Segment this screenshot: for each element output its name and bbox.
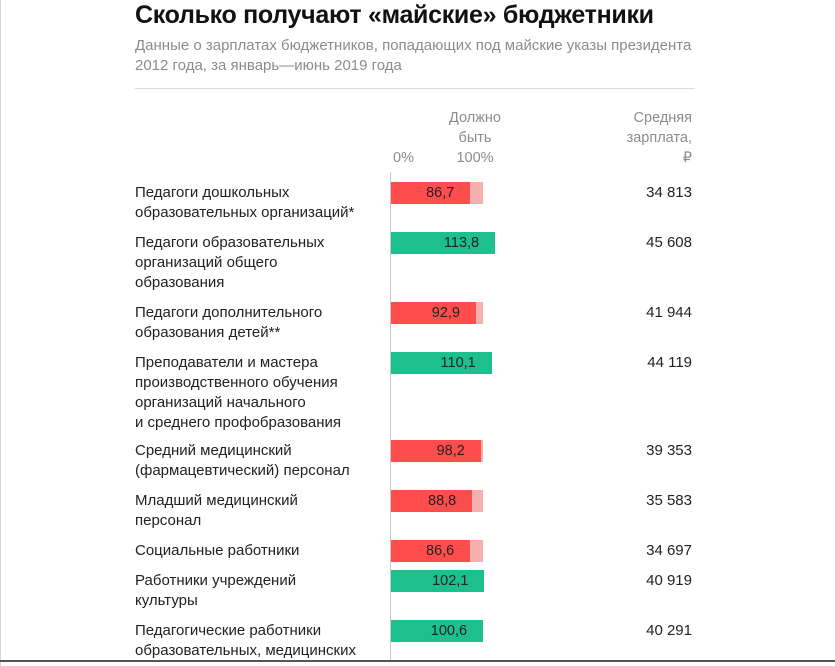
- row-label: Педагоги дошкольных образовательных орга…: [135, 184, 355, 221]
- salary-value: 39 353: [646, 442, 692, 459]
- salary-value: 40 291: [646, 622, 692, 639]
- percent-value-label: 110,1: [440, 355, 476, 371]
- chart-title: Сколько получают «майские» бюджетники: [135, 1, 654, 29]
- percent-value-label: 86,7: [426, 185, 455, 201]
- percent-bar: [391, 440, 481, 462]
- row-label: Педагоги образовательных организаций общ…: [135, 234, 325, 291]
- zero-axis-line: [390, 172, 391, 660]
- row-label: Средний медицинский (фармацевтический) п…: [135, 442, 350, 479]
- percent-value-label: 92,9: [431, 305, 460, 321]
- percent-bar: [391, 540, 471, 562]
- percent-bar: [391, 352, 492, 374]
- salary-column-header: Средняя зарплата, ₽: [626, 110, 692, 166]
- row-label: Преподаватели и мастера производственног…: [135, 354, 342, 431]
- salary-value: 44 119: [647, 354, 692, 371]
- target-column-header: Должно быть 100%: [449, 110, 501, 166]
- frame-left-edge: [0, 0, 1, 666]
- percent-bar: [391, 182, 471, 204]
- salary-value: 34 697: [646, 542, 692, 559]
- row-label: Младший медицинский персонал: [135, 492, 298, 529]
- zero-axis-label: 0%: [393, 150, 414, 166]
- percent-value-label: 86,6: [426, 543, 455, 559]
- percent-bar: [391, 302, 476, 324]
- percent-bar: [391, 232, 496, 254]
- percent-value-label: 102,1: [432, 573, 469, 589]
- percent-value-label: 113,8: [443, 235, 480, 251]
- header-divider: [135, 88, 695, 89]
- percent-bar: [391, 490, 473, 512]
- row-label: Работники учреждений культуры: [135, 572, 297, 609]
- row-label: Педагогические работники образовательных…: [135, 622, 356, 659]
- row-label: Педагоги дополнительного образования дет…: [135, 304, 323, 341]
- salary-value: 41 944: [646, 304, 692, 321]
- salary-value: 34 813: [646, 184, 692, 201]
- salary-value: 40 919: [646, 572, 692, 589]
- percent-value-label: 98,2: [436, 443, 465, 459]
- percent-value-label: 100,6: [430, 623, 468, 639]
- salary-value: 45 608: [646, 234, 692, 251]
- chart-subtitle: Данные о зарплатах бюджетников, попадающ…: [135, 37, 692, 74]
- salary-value: 35 583: [646, 492, 692, 509]
- frame-bottom-edge: [0, 660, 835, 662]
- row-label: Социальные работники: [135, 542, 300, 559]
- percent-value-label: 88,8: [428, 493, 457, 509]
- percent-bar: [391, 570, 485, 592]
- percent-bar: [391, 620, 484, 642]
